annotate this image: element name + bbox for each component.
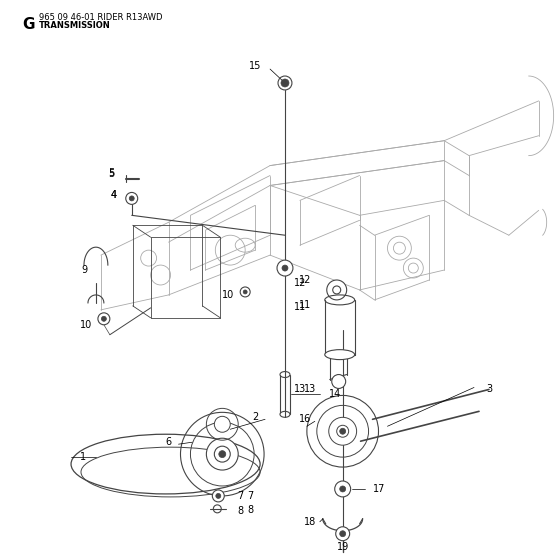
Circle shape (337, 425, 349, 437)
Text: 4: 4 (111, 190, 117, 200)
Circle shape (307, 395, 379, 467)
Text: 11: 11 (298, 300, 311, 310)
Text: 13: 13 (294, 385, 306, 394)
Text: 19: 19 (337, 542, 349, 552)
Circle shape (216, 493, 221, 498)
Text: 2: 2 (252, 412, 258, 422)
Text: 6: 6 (166, 437, 171, 447)
Circle shape (212, 490, 224, 502)
Circle shape (180, 412, 264, 496)
Text: 5: 5 (108, 167, 114, 178)
Text: 15: 15 (249, 61, 262, 71)
Text: 13: 13 (304, 385, 316, 394)
Text: 7: 7 (237, 491, 244, 501)
Text: 16: 16 (298, 414, 311, 424)
Text: 14: 14 (329, 389, 341, 399)
Circle shape (335, 481, 351, 497)
Text: G: G (22, 17, 35, 32)
Circle shape (340, 531, 346, 536)
Ellipse shape (325, 349, 354, 360)
Circle shape (281, 79, 289, 87)
Text: 8: 8 (237, 506, 243, 516)
Text: 18: 18 (304, 517, 316, 527)
Text: 12: 12 (298, 275, 311, 285)
Text: 5: 5 (108, 169, 114, 179)
Text: 17: 17 (374, 484, 386, 494)
Ellipse shape (280, 412, 290, 417)
Text: TRANSMISSION: TRANSMISSION (39, 21, 111, 30)
Circle shape (243, 290, 247, 294)
Circle shape (219, 451, 226, 458)
Circle shape (126, 193, 138, 204)
Text: 10: 10 (222, 290, 235, 300)
Circle shape (282, 265, 288, 271)
Circle shape (336, 527, 349, 541)
Circle shape (214, 416, 230, 432)
Circle shape (277, 260, 293, 276)
Text: 965 09 46-01 RIDER R13AWD: 965 09 46-01 RIDER R13AWD (39, 13, 163, 22)
Circle shape (340, 428, 346, 434)
Text: 9: 9 (81, 265, 87, 275)
Circle shape (214, 446, 230, 462)
Text: 4: 4 (111, 190, 117, 200)
Circle shape (332, 375, 346, 389)
Circle shape (340, 486, 346, 492)
Text: 3: 3 (486, 385, 492, 394)
Circle shape (329, 417, 357, 445)
Circle shape (98, 313, 110, 325)
Text: 8: 8 (247, 505, 253, 515)
Text: 7: 7 (247, 491, 253, 501)
Circle shape (207, 438, 238, 470)
Circle shape (327, 280, 347, 300)
Text: 10: 10 (80, 320, 92, 330)
Text: 1: 1 (80, 452, 86, 462)
Circle shape (101, 316, 106, 321)
Circle shape (240, 287, 250, 297)
Circle shape (129, 196, 134, 201)
Text: 11: 11 (294, 302, 306, 312)
Text: 12: 12 (293, 278, 306, 288)
